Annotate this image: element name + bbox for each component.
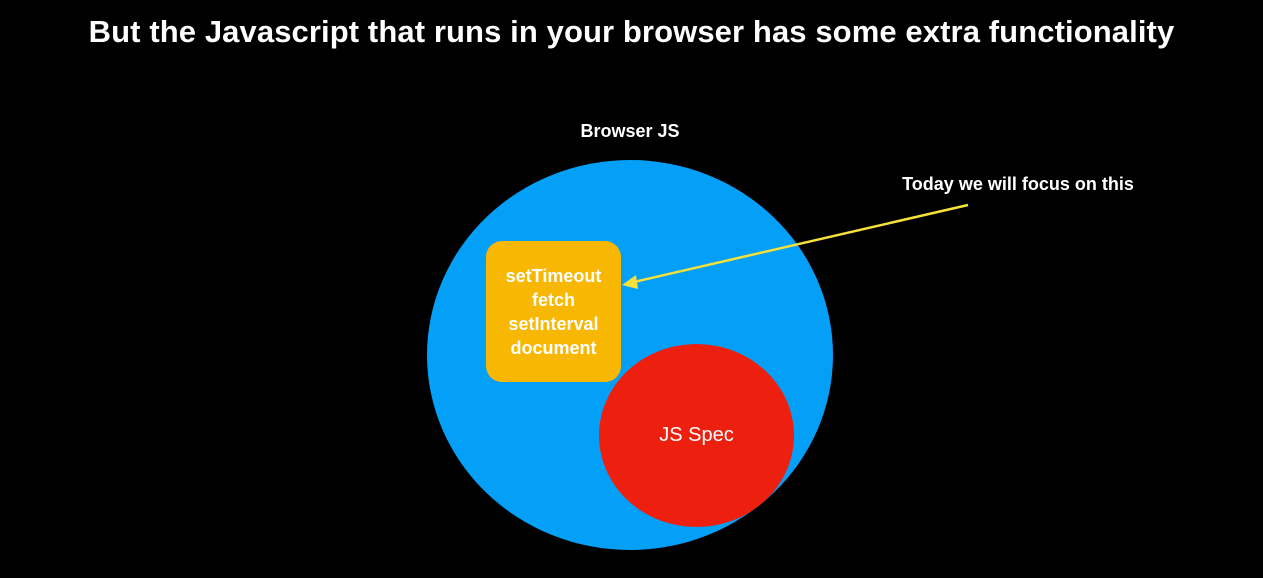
api-item-fetch: fetch — [531, 289, 575, 310]
js-spec-label: JS Spec — [659, 424, 734, 446]
browser-api-box: setTimeout fetch setInterval document — [486, 241, 621, 382]
slide-title: But the Javascript that runs in your bro… — [88, 14, 1175, 49]
api-item-settimeout: setTimeout — [505, 265, 602, 286]
browser-js-label: Browser JS — [580, 121, 680, 141]
api-item-setinterval: setInterval — [508, 313, 599, 334]
callout-label: Today we will focus on this — [902, 174, 1134, 194]
api-item-document: document — [510, 337, 597, 358]
js-spec-circle: JS Spec — [599, 344, 794, 527]
